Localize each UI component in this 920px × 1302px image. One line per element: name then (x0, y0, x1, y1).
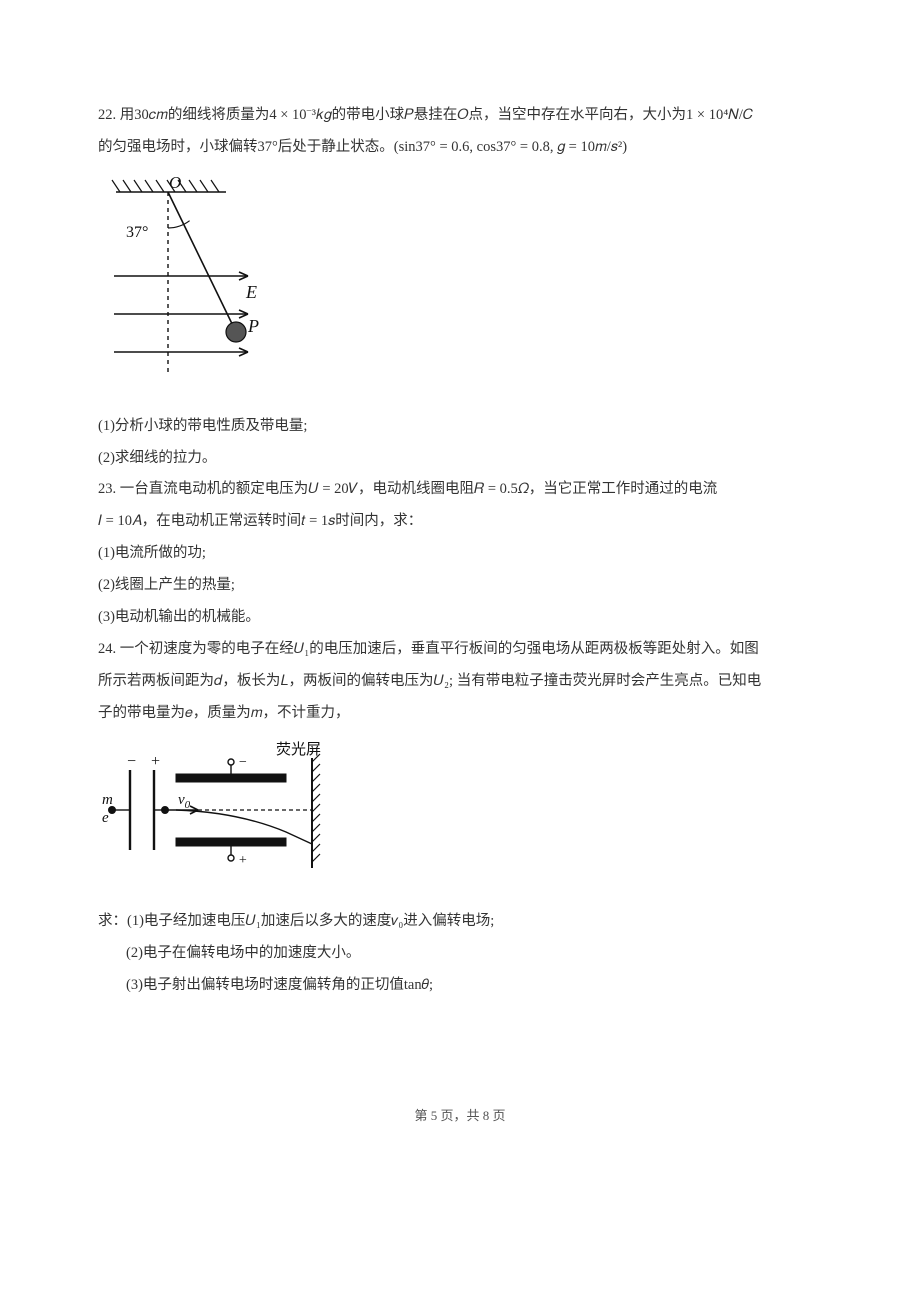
q23-stem-line1: 23. 一台直流电动机的额定电压为𝑈 = 20𝑉，电动机线圈电阻𝑅 = 0.5𝛺… (98, 474, 822, 506)
q22-label-O: O (169, 174, 181, 192)
q24-stem-line1: 24. 一个初速度为零的电子在经𝑈₁的电压加速后，垂直平行板间的匀强电场从距两极… (98, 634, 822, 666)
q22-part2: (2)求细线的拉力。 (98, 443, 822, 475)
q24-label-e: e (102, 810, 109, 826)
q23-stem-line2: 𝐼 = 10𝐴，在电动机正常运转时间𝑡 = 1𝑠时间内，求： (98, 506, 822, 538)
q24-stem-line3: 子的带电量为𝑒，质量为𝑚，不计重力， (98, 698, 822, 730)
q24-acc-minus: − (126, 753, 137, 770)
q24-acc-plus: + (150, 753, 161, 770)
q24-label-v0: v0 (178, 792, 191, 811)
q24-top-sign: − (238, 755, 247, 770)
q24-part1: 求：(1)电子经加速电压𝑈₁加速后以多大的速度𝑣₀进入偏转电场; (98, 906, 822, 938)
q22-stem-line1: 22. 用30𝑐𝑚的细线将质量为4 × 10⁻³𝑘𝑔的带电小球𝑃悬挂在𝑂点，当空… (98, 100, 822, 132)
q22-stem-line2: 的匀强电场时，小球偏转37°后处于静止状态。(sin37° = 0.6, cos… (98, 132, 822, 164)
q22-figure: O 37° E P (98, 174, 822, 397)
q22-part1: (1)分析小球的带电性质及带电量; (98, 411, 822, 443)
q24-figure: 荧光屏 − + m e v0 − + (98, 740, 822, 893)
q23-part2: (2)线圈上产生的热量; (98, 570, 822, 602)
q24-label-m: m (102, 792, 113, 808)
q24-bot-sign: + (238, 853, 247, 868)
page-footer: 第 5 页，共 8 页 (98, 1102, 822, 1131)
q24-stem-line2: 所示若两板间距为𝑑，板长为𝐿，两板间的偏转电压为𝑈₂; 当有带电粒子撞击荧光屏时… (98, 666, 822, 698)
q23-part1: (1)电流所做的功; (98, 538, 822, 570)
q24-part3: (3)电子射出偏转电场时速度偏转角的正切值tan𝜃; (98, 970, 822, 1002)
q22-label-P: P (247, 316, 259, 336)
q24-screen-label: 荧光屏 (276, 741, 321, 758)
q24-part2: (2)电子在偏转电场中的加速度大小。 (98, 938, 822, 970)
q23-part3: (3)电动机输出的机械能。 (98, 602, 822, 634)
q22-label-angle: 37° (126, 224, 148, 241)
q22-label-E: E (245, 282, 257, 302)
